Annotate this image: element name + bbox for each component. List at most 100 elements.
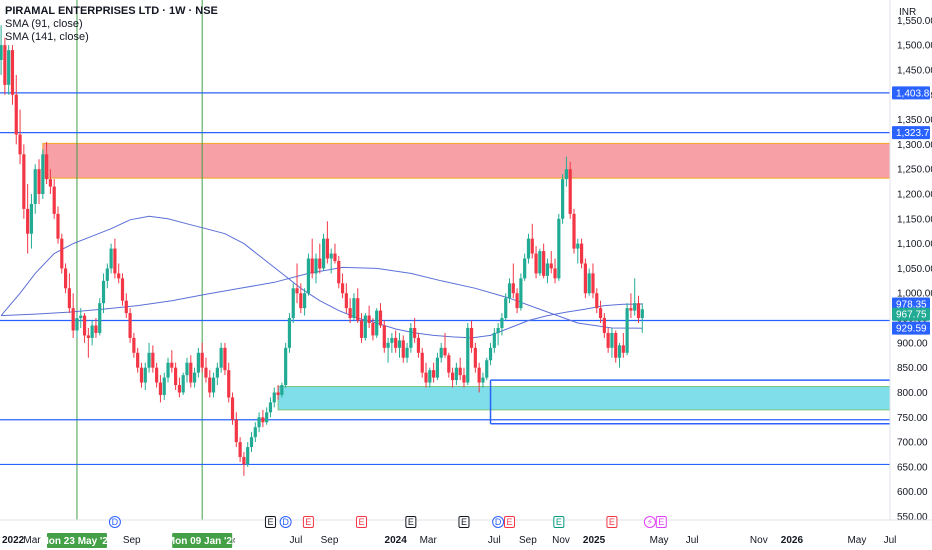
candle-body xyxy=(291,288,295,319)
candle-body xyxy=(63,268,68,289)
date-highlight-label: Mon 23 May '22 xyxy=(40,536,113,547)
candle-body xyxy=(82,315,87,336)
candle-body xyxy=(519,278,523,309)
candle-body xyxy=(128,313,132,338)
candle-body xyxy=(33,169,37,204)
candle-body xyxy=(0,45,3,61)
candle-body xyxy=(14,94,18,135)
candle-body xyxy=(636,303,641,319)
candle-body xyxy=(614,332,618,358)
candle-body xyxy=(542,251,546,276)
event-marker-earnings-green[interactable] xyxy=(553,516,565,528)
price-tick-label: 1,150.00 xyxy=(897,214,932,225)
candle-body xyxy=(117,273,121,279)
candle-body xyxy=(26,208,30,234)
candle-body xyxy=(337,260,341,284)
price-tick-label: 750.00 xyxy=(897,413,928,424)
candle-body xyxy=(553,268,557,279)
event-marker-label: E xyxy=(609,517,615,527)
price-tag xyxy=(892,307,930,321)
event-marker-earnings[interactable] xyxy=(504,516,516,528)
sma-91-line xyxy=(0,215,643,339)
candle-body xyxy=(534,253,538,274)
candle-body xyxy=(192,372,197,383)
candle-body xyxy=(204,367,208,378)
date-highlight-tag xyxy=(46,533,107,548)
candle-body xyxy=(227,370,231,398)
candle-body xyxy=(485,360,489,378)
candle-body xyxy=(538,251,542,274)
event-marker-earnings[interactable] xyxy=(356,516,368,528)
candle-body xyxy=(52,186,56,214)
candle-body xyxy=(530,238,534,254)
candle-body xyxy=(314,258,318,274)
event-marker-earnings[interactable] xyxy=(302,516,314,528)
time-tick-label: Nov xyxy=(552,535,570,546)
event-marker-earnings-past[interactable] xyxy=(264,516,276,528)
time-tick-label: Jul xyxy=(488,535,501,546)
candle-body xyxy=(79,315,83,319)
event-marker-earnings-future[interactable] xyxy=(655,516,667,528)
candle-body xyxy=(462,375,466,383)
event-marker-label: E xyxy=(461,517,467,527)
price-tick-label: 800.00 xyxy=(897,388,928,399)
sma-141-line xyxy=(1,266,643,329)
candle-body xyxy=(629,308,633,311)
candle-body xyxy=(287,318,292,348)
candle-body xyxy=(60,238,64,269)
candle-body xyxy=(413,327,417,338)
time-tick-label: Sep xyxy=(321,535,339,546)
candle-body xyxy=(633,303,637,311)
event-marker-label: E xyxy=(506,517,512,527)
candle-body xyxy=(268,402,273,413)
candle-body xyxy=(469,327,474,348)
price-tick-label: 1,450.00 xyxy=(897,65,932,76)
candle-body xyxy=(386,342,390,348)
event-marker-dividend[interactable] xyxy=(108,516,121,528)
event-marker-label: D xyxy=(112,517,119,527)
candle-body xyxy=(617,345,622,358)
candle-body xyxy=(352,298,356,319)
candle-body xyxy=(22,154,26,209)
sma-141-legend: SMA (141, close) xyxy=(5,31,89,43)
event-marker-split[interactable] xyxy=(643,516,656,528)
price-tag-label: 978.35 xyxy=(896,299,927,310)
candle-body xyxy=(143,367,147,383)
candle-body xyxy=(348,308,352,319)
candle-body xyxy=(602,318,606,333)
candle-body xyxy=(3,45,7,85)
candle-body xyxy=(367,315,371,324)
candle-body xyxy=(394,337,398,348)
time-tick-label: Mar xyxy=(420,535,438,546)
candle-body xyxy=(90,325,94,338)
candle-body xyxy=(595,293,599,309)
candle-body xyxy=(132,337,136,353)
candle-body xyxy=(211,377,216,393)
candle-body xyxy=(443,347,447,356)
candle-body xyxy=(458,367,462,376)
candle-body xyxy=(45,154,49,180)
candle-body xyxy=(48,179,53,187)
candle-body xyxy=(124,300,128,314)
event-marker-dividend[interactable] xyxy=(279,516,292,528)
price-tick-label: 700.00 xyxy=(897,438,928,449)
candle-body xyxy=(29,203,34,234)
candle-body xyxy=(155,367,159,383)
candle-body xyxy=(481,377,485,383)
candle-body xyxy=(454,367,458,381)
candle-body xyxy=(177,385,182,393)
event-marker-earnings-past[interactable] xyxy=(458,516,470,528)
candle-body xyxy=(284,347,288,386)
event-marker-earnings[interactable] xyxy=(606,516,618,528)
event-marker-earnings-past[interactable] xyxy=(405,516,417,528)
candle-body xyxy=(151,352,155,368)
candle-body xyxy=(477,367,481,383)
candle-body xyxy=(234,419,238,443)
supply-zone xyxy=(42,142,891,179)
event-marker-dividend[interactable] xyxy=(492,516,505,528)
chart-title: PIRAMAL ENTERPRISES LTD · 1W · NSE xyxy=(5,5,218,17)
time-tick-label: 2026 xyxy=(781,535,804,546)
price-tick-label: 1,000.00 xyxy=(897,289,932,300)
price-tag xyxy=(892,86,930,100)
